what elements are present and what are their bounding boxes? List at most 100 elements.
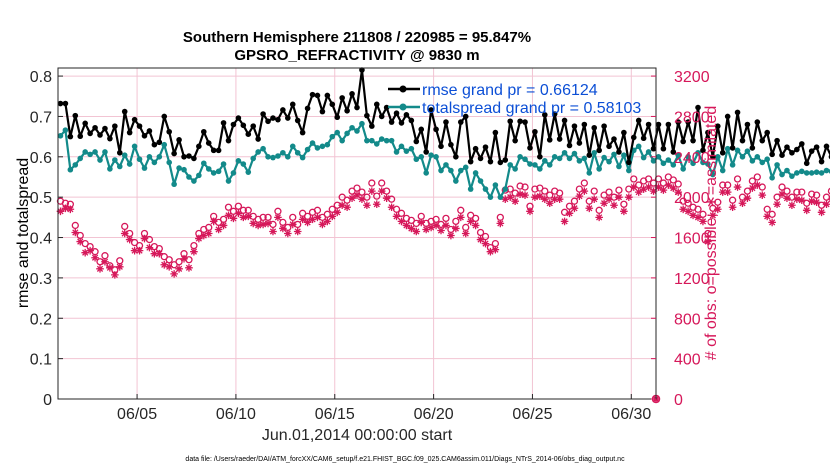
totalspread-point xyxy=(546,162,553,168)
rmse-point xyxy=(660,145,667,152)
rmse-point xyxy=(467,158,474,165)
assimilated-point xyxy=(417,218,426,227)
totalspread-point xyxy=(665,157,672,163)
rmse-point xyxy=(398,120,405,126)
possible-point xyxy=(748,177,757,185)
rmse-point xyxy=(186,153,192,159)
assimilated-point xyxy=(817,208,826,217)
totalspread-point xyxy=(462,164,469,171)
assimilated-point xyxy=(328,212,337,221)
assimilated-point xyxy=(516,190,524,198)
totalspread-point xyxy=(537,166,543,172)
rmse-point xyxy=(453,154,459,160)
rmse-point xyxy=(601,123,607,129)
assimilated-point xyxy=(694,213,702,222)
rmse-point xyxy=(571,123,578,129)
possible-point xyxy=(175,258,183,266)
y-left-tick-label: 0.7 xyxy=(30,109,52,126)
legend-spread-marker xyxy=(399,103,407,111)
assimilated-point xyxy=(550,195,559,203)
totalspread-point xyxy=(220,161,227,167)
assimilated-point xyxy=(447,231,455,240)
assimilated-point xyxy=(531,193,539,201)
possible-point xyxy=(827,187,830,195)
assimilated-point xyxy=(783,194,791,202)
totalspread-point xyxy=(156,154,163,160)
rmse-point xyxy=(364,112,370,119)
assimilated-point xyxy=(526,207,534,216)
assimilated-point xyxy=(86,246,94,255)
assimilated-point xyxy=(738,199,747,208)
possible-point xyxy=(239,206,247,214)
y-left-tick-label: 0.8 xyxy=(30,69,52,86)
totalspread-point xyxy=(200,160,207,167)
data-file-footnote: data file: /Users/raeder/DAI/ATM_forcXX/… xyxy=(185,456,625,463)
possible-point xyxy=(353,184,361,192)
assimilated-point xyxy=(565,209,574,218)
totalspread-point xyxy=(640,154,647,161)
possible-point xyxy=(471,214,480,223)
totalspread-point xyxy=(581,155,588,162)
possible-point xyxy=(753,173,761,181)
rmse-point xyxy=(675,119,682,125)
rmse-point xyxy=(166,128,172,135)
assimilated-point xyxy=(219,221,228,230)
possible-point xyxy=(654,175,663,183)
assimilated-point xyxy=(807,197,816,206)
rmse-point xyxy=(576,140,583,146)
assimilated-point xyxy=(560,217,569,226)
totalspread-point xyxy=(596,166,602,172)
totalspread-point xyxy=(482,186,489,192)
totalspread-point xyxy=(551,154,558,160)
assimilated-point xyxy=(600,199,608,208)
rmse-point xyxy=(309,91,316,98)
assimilated-point xyxy=(496,219,505,228)
totalspread-point xyxy=(121,152,128,158)
rmse-point xyxy=(245,131,252,137)
totalspread-point xyxy=(477,178,484,184)
rmse-point xyxy=(626,159,632,166)
rmse-point xyxy=(176,137,182,143)
rmse-point xyxy=(734,109,741,116)
assimilated-point xyxy=(353,191,361,199)
totalspread-point xyxy=(522,156,528,163)
assimilated-point xyxy=(387,203,396,212)
rmse-point xyxy=(116,149,123,156)
possible-point xyxy=(185,256,193,264)
totalspread-point xyxy=(635,143,642,150)
rmse-point xyxy=(532,128,538,135)
assimilated-point xyxy=(377,187,386,195)
totalspread-point xyxy=(685,154,691,160)
assimilated-point xyxy=(649,187,658,195)
totalspread-point xyxy=(196,172,202,179)
assimilated-point xyxy=(476,235,485,244)
totalspread-point xyxy=(690,160,696,167)
rmse-point xyxy=(798,141,805,147)
totalspread-point xyxy=(423,170,429,176)
assimilated-point xyxy=(120,229,129,238)
totalspread-point xyxy=(131,143,138,150)
rmse-point xyxy=(705,129,711,136)
totalspread-point xyxy=(299,154,306,161)
assimilated-point xyxy=(274,213,282,222)
totalspread-point xyxy=(364,137,370,144)
rmse-point xyxy=(611,136,617,142)
totalspread-point xyxy=(497,194,504,200)
rmse-point xyxy=(551,111,558,117)
totalspread-point xyxy=(289,143,296,150)
totalspread-point xyxy=(383,137,390,144)
rmse-point xyxy=(299,129,306,136)
rmse-point xyxy=(369,123,375,129)
assimilated-point xyxy=(81,248,89,257)
possible-point xyxy=(224,203,233,211)
possible-point xyxy=(620,200,628,208)
assimilated-point xyxy=(111,271,119,279)
assimilated-point xyxy=(521,191,529,199)
rmse-point xyxy=(181,154,187,160)
assimilated-point xyxy=(106,264,114,272)
rmse-point xyxy=(126,129,133,136)
rmse-point xyxy=(650,145,657,152)
assimilated-point xyxy=(511,197,519,206)
totalspread-point xyxy=(472,170,479,176)
